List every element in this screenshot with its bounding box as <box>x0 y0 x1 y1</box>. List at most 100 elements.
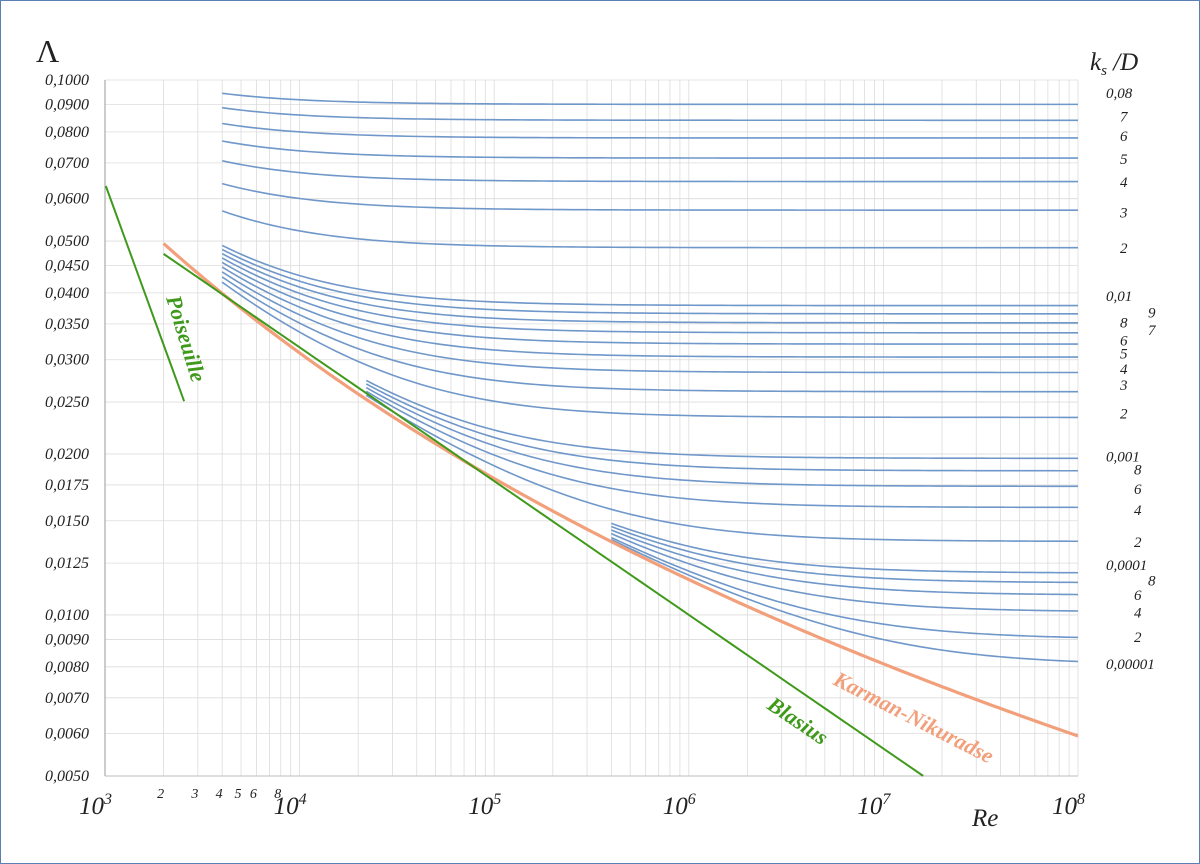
y-tick-label: 0,1000 <box>45 72 89 89</box>
roughness-curve <box>611 532 1079 612</box>
roughness-curve <box>221 210 1078 249</box>
roughness-curve <box>365 390 1079 509</box>
reference-lines <box>104 185 1079 777</box>
ks-value-label: 0,00001 <box>1106 657 1155 673</box>
y-tick-label: 0,0090 <box>45 631 89 648</box>
roughness-curve <box>221 244 1078 307</box>
x-minor-label: 2 <box>157 787 164 802</box>
roughness-curve <box>222 106 1078 122</box>
ks-value-label: 8 <box>1148 573 1156 589</box>
y-tick-label: 0,0350 <box>45 316 89 333</box>
ks-value-label: 2 <box>1120 241 1128 257</box>
y-tick-label: 0,0080 <box>45 659 89 676</box>
ks-title-main: k <box>1090 49 1102 76</box>
karman-nikuradse-line <box>162 242 1079 738</box>
roughness-curve <box>222 92 1078 106</box>
roughness-curve <box>221 159 1078 183</box>
ks-title-sub: s <box>1101 63 1107 79</box>
x-decade-exponent: 4 <box>299 791 307 808</box>
x-decade-base: 10 <box>79 793 105 820</box>
x-decade-base: 10 <box>1052 793 1078 820</box>
y-tick-label: 0,0200 <box>45 446 89 463</box>
ks-value-label: 0,001 <box>1106 449 1140 465</box>
x-decade-exponent: 3 <box>103 791 112 808</box>
ks-value-label: 4 <box>1120 362 1128 378</box>
roughness-curve <box>365 394 1079 543</box>
y-tick-label: 0,0600 <box>45 191 89 208</box>
ks-value-label: 6 <box>1120 333 1128 349</box>
x-decade-label: 107 <box>857 791 891 820</box>
roughness-curve <box>611 536 1079 639</box>
karman-nikuradse-label: Karman-Nikuradse <box>829 666 998 769</box>
x-decade-label: 103 <box>79 791 112 820</box>
x-decade-label: 108 <box>1052 791 1085 820</box>
x-minor-label: 8 <box>274 787 281 802</box>
x-decade-exponent: 6 <box>688 791 696 808</box>
ks-value-label: 6 <box>1120 129 1128 145</box>
roughness-curve <box>221 266 1078 358</box>
roughness-curve <box>221 281 1078 419</box>
poiseuille-label: Poiseuille <box>161 291 211 385</box>
ks-value-label: 6 <box>1134 482 1142 498</box>
x-minor-label: 5 <box>235 787 242 802</box>
y-tick-label: 0,0500 <box>45 233 89 250</box>
roughness-curve <box>221 248 1078 315</box>
roughness-curve <box>611 538 1079 663</box>
roughness-curve <box>221 252 1078 324</box>
roughness-curve <box>221 271 1078 374</box>
x-decade-base: 10 <box>857 793 883 820</box>
roughness-curve <box>365 379 1078 460</box>
roughness-curve <box>611 522 1079 574</box>
roughness-curve <box>221 257 1078 334</box>
x-minor-label: 3 <box>190 787 198 802</box>
y-tick-label: 0,0700 <box>45 155 89 172</box>
poiseuille-line <box>104 185 186 402</box>
y-tick-label: 0,0450 <box>45 258 89 275</box>
ks-value-label: 2 <box>1134 630 1142 646</box>
ks-value-label: 5 <box>1120 347 1128 363</box>
ks-value-label: 7 <box>1120 109 1129 125</box>
roughness-curve <box>221 276 1078 393</box>
ks-value-label: 9 <box>1148 305 1156 321</box>
ks-value-label: 4 <box>1120 175 1128 191</box>
y-tick-label: 0,0070 <box>45 690 89 707</box>
roughness-curve <box>365 386 1078 488</box>
y-tick-label: 0,0900 <box>45 96 89 113</box>
ks-value-label: 2 <box>1134 535 1142 551</box>
blasius-label: Blasius <box>762 691 833 750</box>
x-decade-exponent: 8 <box>1077 791 1085 808</box>
ks-value-label: 0,08 <box>1106 86 1133 102</box>
ks-value-label: 8 <box>1120 316 1128 332</box>
x-minor-label: 4 <box>216 787 223 802</box>
roughness-curve <box>221 182 1078 211</box>
x-decade-base: 10 <box>663 793 689 820</box>
ks-value-label: 4 <box>1134 503 1142 519</box>
ks-title: ks /D <box>1090 49 1138 79</box>
roughness-curve <box>221 261 1078 345</box>
roughness-curve <box>611 529 1079 596</box>
roughness-curve <box>222 140 1078 159</box>
x-decade-label: 105 <box>468 791 501 820</box>
x-decade-exponent: 5 <box>493 791 501 808</box>
ks-value-label: 4 <box>1134 606 1142 622</box>
y-tick-label: 0,0800 <box>45 124 89 141</box>
y-axis-title: Λ <box>36 33 59 69</box>
y-tick-label: 0,0100 <box>45 607 89 624</box>
ks-value-label: 8 <box>1134 463 1142 479</box>
x-decade-base: 10 <box>274 793 300 820</box>
x-decade-base: 10 <box>468 793 494 820</box>
ks-value-label: 2 <box>1120 407 1128 423</box>
y-tick-label: 0,0400 <box>45 285 89 302</box>
ks-value-label: 6 <box>1134 588 1142 604</box>
ks-value-label: 5 <box>1120 152 1128 168</box>
ks-value-label: 0,0001 <box>1106 558 1147 574</box>
y-tick-label: 0,0150 <box>45 513 89 530</box>
x-decade-exponent: 7 <box>882 791 891 808</box>
x-decade-label: 106 <box>663 791 696 820</box>
ks-value-label: 0,01 <box>1106 289 1132 305</box>
x-axis-title: Re <box>971 805 998 832</box>
roughness-curve <box>222 122 1078 139</box>
blasius-line <box>163 253 924 777</box>
roughness-curves <box>221 92 1079 663</box>
